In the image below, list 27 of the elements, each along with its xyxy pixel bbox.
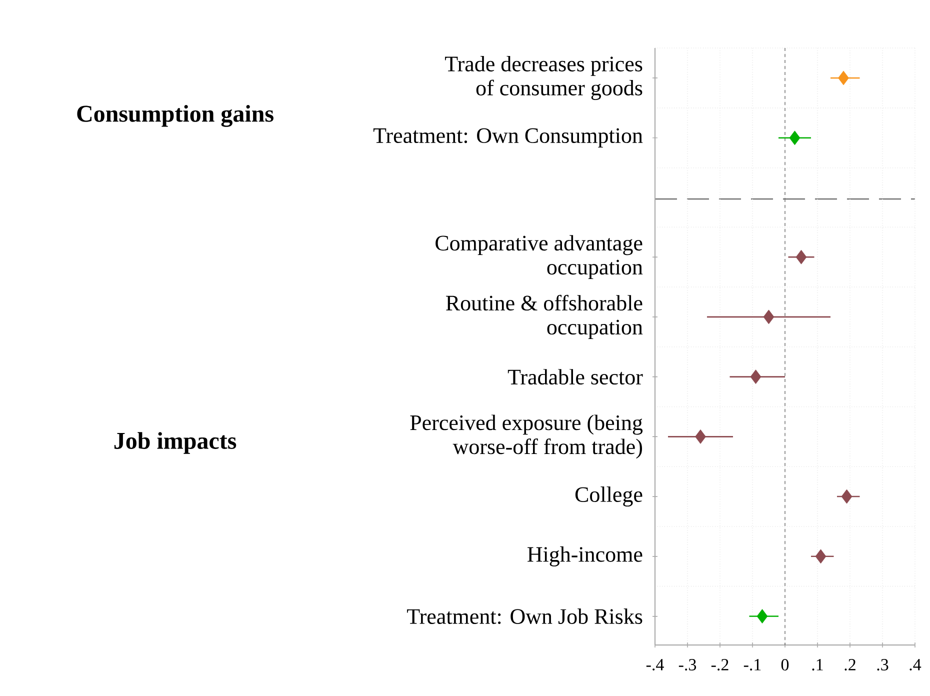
point — [796, 250, 807, 264]
y-tick-label: Trade decreases prices of consumer goods — [445, 56, 642, 100]
point — [756, 609, 768, 624]
y-tick-label: College — [575, 486, 642, 507]
y-tick-label: High-income — [528, 546, 642, 566]
x-tick-label: -.4 — [646, 659, 664, 670]
x-tick-label: 0 — [781, 659, 789, 671]
point — [763, 310, 774, 324]
x-tick-label: .3 — [877, 659, 888, 671]
x-tick-label: -.3 — [678, 659, 696, 671]
x-tick-label: .2 — [844, 659, 856, 671]
x-tick-label: .4 — [910, 659, 922, 670]
point — [815, 549, 826, 564]
y-axis-title: Consumption gains — [77, 104, 274, 127]
y-tick-label: Tradable sector — [508, 369, 643, 385]
y-axis-title: Job impacts — [114, 432, 236, 454]
x-tick-label: -.1 — [744, 659, 761, 670]
y-tick-label: Routine & offshorable occupation — [446, 294, 643, 340]
point — [841, 489, 852, 504]
y-tick-label: Perceived exposure (being worse-off from trade) — [410, 414, 643, 459]
point — [695, 429, 706, 444]
x-tick-label: .1 — [812, 659, 823, 670]
y-tick-label: Treatment: Own Job Risks — [407, 608, 642, 624]
y-tick-label: Treatment: Own Consumption — [373, 128, 643, 148]
x-tick-label: -.2 — [711, 659, 728, 671]
y-tick-label: Comparative advantage occupation — [436, 235, 643, 280]
point — [750, 370, 762, 384]
